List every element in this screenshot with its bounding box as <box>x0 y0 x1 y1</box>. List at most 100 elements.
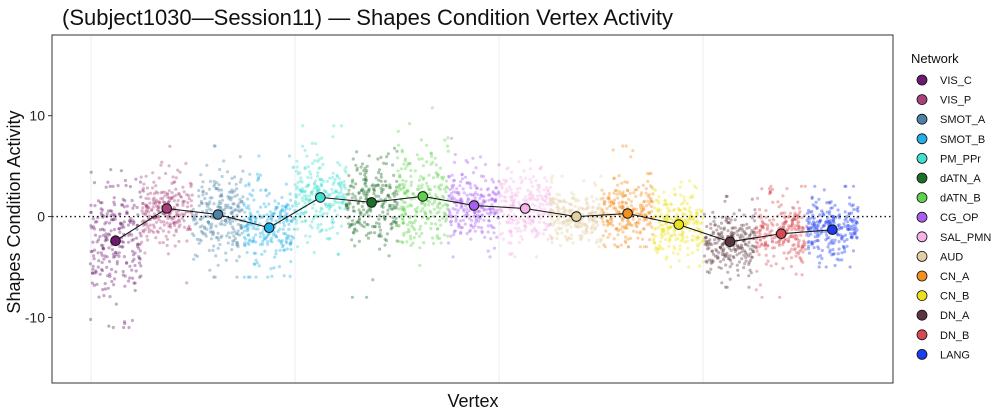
data-point <box>425 143 429 147</box>
data-point <box>158 226 162 230</box>
data-point <box>123 199 127 203</box>
data-point <box>510 197 514 201</box>
data-point <box>561 211 565 215</box>
data-point <box>602 192 606 196</box>
data-point <box>98 235 102 239</box>
data-point <box>759 216 763 220</box>
data-point <box>555 197 559 201</box>
data-point <box>358 217 362 221</box>
data-point <box>833 203 837 207</box>
data-point <box>262 237 266 241</box>
data-point <box>810 242 814 246</box>
data-point <box>766 226 770 230</box>
data-point <box>700 240 704 244</box>
data-point <box>235 243 239 247</box>
data-point <box>781 243 785 247</box>
data-point <box>754 225 759 229</box>
data-point <box>437 218 441 222</box>
data-point <box>648 222 652 227</box>
data-point <box>567 223 571 227</box>
data-point <box>90 226 94 230</box>
data-point <box>466 181 470 185</box>
data-point <box>255 172 260 176</box>
data-point <box>217 202 221 206</box>
data-point <box>111 218 115 222</box>
data-point <box>635 188 639 192</box>
data-point <box>156 215 160 219</box>
plot-frame <box>51 34 894 384</box>
data-point <box>607 200 612 204</box>
data-point <box>430 202 435 206</box>
data-point <box>585 230 590 234</box>
data-point <box>718 245 723 249</box>
data-point <box>796 200 800 204</box>
data-point <box>782 251 786 255</box>
data-point <box>248 239 252 243</box>
data-point <box>491 206 495 211</box>
data-point <box>610 219 614 223</box>
data-point <box>232 202 236 206</box>
legend-swatch <box>916 329 928 341</box>
data-point <box>151 198 155 202</box>
data-point <box>193 215 197 219</box>
data-point <box>276 201 281 206</box>
data-point <box>635 221 639 225</box>
data-point <box>141 206 145 210</box>
data-point <box>234 182 238 186</box>
data-point <box>174 187 178 191</box>
data-point <box>676 252 680 256</box>
data-point <box>316 189 320 193</box>
data-point <box>147 214 152 218</box>
data-point <box>292 217 297 221</box>
data-point <box>102 294 106 298</box>
data-point <box>532 197 536 201</box>
data-point <box>403 190 407 194</box>
data-point <box>152 192 156 196</box>
data-point <box>589 227 593 231</box>
data-point <box>621 230 625 234</box>
data-point <box>709 261 713 265</box>
data-point <box>664 257 668 261</box>
data-point <box>320 177 324 182</box>
data-point <box>766 244 770 248</box>
data-point <box>130 198 134 203</box>
data-point <box>231 190 235 195</box>
data-point <box>303 148 307 152</box>
data-point <box>178 194 183 198</box>
data-point <box>819 231 823 235</box>
data-point <box>818 219 822 223</box>
data-point <box>660 227 665 231</box>
data-point <box>299 176 303 180</box>
data-point <box>114 270 118 274</box>
data-point <box>749 271 753 275</box>
data-point <box>737 208 742 212</box>
data-point <box>487 198 491 202</box>
data-point <box>272 230 276 234</box>
data-point <box>747 285 751 289</box>
data-point <box>435 227 440 231</box>
data-point <box>735 244 740 248</box>
data-point <box>450 136 454 140</box>
data-point <box>786 251 790 255</box>
data-point <box>100 260 104 265</box>
data-point <box>172 220 176 225</box>
data-point <box>797 226 801 230</box>
data-point <box>337 191 341 195</box>
data-point <box>644 187 648 191</box>
data-point <box>492 246 497 250</box>
data-point <box>97 259 101 263</box>
data-point <box>236 204 240 208</box>
data-point <box>843 250 847 254</box>
data-point <box>294 192 298 197</box>
data-point <box>237 233 242 237</box>
data-point <box>298 188 302 192</box>
data-point <box>364 197 368 201</box>
data-point <box>700 209 704 213</box>
data-point <box>293 200 297 204</box>
data-point <box>494 199 498 203</box>
data-point <box>242 201 246 206</box>
data-point <box>159 163 163 167</box>
data-point <box>507 229 511 233</box>
data-point <box>536 183 540 187</box>
data-point <box>339 224 344 228</box>
